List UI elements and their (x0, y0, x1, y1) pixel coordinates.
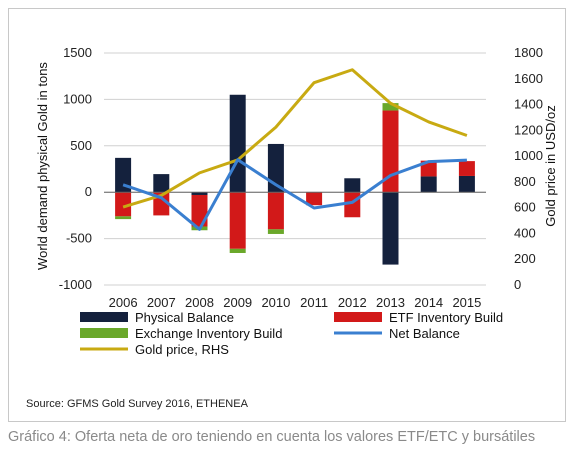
legend-label: Exchange Inventory Build (135, 326, 282, 341)
x-tick-label: 2015 (452, 295, 481, 310)
x-tick-label: 2008 (185, 295, 214, 310)
bar (191, 192, 208, 195)
y-right-tick-label: 1800 (514, 45, 543, 60)
bar (267, 229, 284, 234)
y-right-tick-label: 800 (514, 174, 536, 189)
y-right-tick-label: 0 (514, 277, 521, 292)
y-left-tick-label: 1000 (63, 91, 92, 106)
chart-frame: -1000 -500 0 500 1000 1500 0 200 400 600 800 1000 12… (8, 8, 566, 422)
y-axis-left-label: World demand physical Gold in tons (35, 62, 50, 270)
x-tick-label: 2009 (223, 295, 252, 310)
bar (458, 161, 475, 176)
legend-label: Net Balance (389, 326, 460, 341)
y-right-tick-label: 1400 (514, 97, 543, 112)
bar (191, 194, 208, 227)
y-right-tick-label: 1000 (514, 148, 543, 163)
x-tick-label: 2014 (414, 295, 443, 310)
bar (382, 110, 399, 193)
y-axis-right-label: Gold price in USD/oz (543, 105, 558, 226)
series-line (122, 68, 468, 209)
bar (267, 143, 284, 193)
legend-swatch (80, 328, 128, 338)
y-right-tick-label: 1200 (514, 122, 543, 137)
y-right-tick-label: 200 (514, 251, 536, 266)
bar (267, 192, 284, 230)
bar (229, 192, 246, 249)
legend-label: Physical Balance (135, 310, 234, 325)
y-right-tick-label: 600 (514, 200, 536, 215)
bar (153, 174, 170, 193)
x-tick-label: 2007 (147, 295, 176, 310)
source-note: Source: GFMS Gold Survey 2016, ETHENEA (26, 398, 248, 410)
bar (115, 192, 132, 217)
y-left-tick-label: 500 (70, 138, 92, 153)
bar (115, 157, 132, 193)
y-left-tick-label: 0 (85, 184, 92, 199)
y-left-tick-label: -500 (66, 231, 92, 246)
series-line (122, 158, 467, 231)
bar (344, 178, 361, 193)
bar (382, 192, 399, 265)
bar (229, 94, 246, 193)
legend-label: ETF Inventory Build (389, 310, 503, 325)
chart: -1000 -500 0 500 1000 1500 0 200 400 600 800 1000 12… (35, 45, 558, 357)
legend-label: Gold price, RHS (135, 342, 229, 357)
bar (382, 103, 399, 111)
x-tick-label: 2006 (109, 295, 138, 310)
bar (115, 216, 132, 220)
x-tick-label: 2010 (261, 295, 290, 310)
y-right-tick-label: 1600 (514, 71, 543, 86)
legend-swatch (80, 312, 128, 322)
legend: Physical Balance ETF Inventory Build Excha… (80, 310, 503, 357)
bar (420, 176, 437, 193)
x-tick-label: 2012 (338, 295, 367, 310)
bars (115, 94, 475, 265)
legend-swatch (334, 312, 382, 322)
y-left-tick-label: -1000 (59, 277, 92, 292)
figure-caption: Gráfico 4: Oferta neta de oro teniendo e… (8, 429, 536, 445)
y-left-tick-label: 1500 (63, 45, 92, 60)
x-tick-label: 2011 (300, 295, 328, 310)
bar (458, 175, 475, 193)
bar (229, 248, 246, 253)
bar (306, 192, 323, 206)
y-right-tick-label: 400 (514, 225, 536, 240)
lines (122, 68, 468, 231)
tick-labels: -1000 -500 0 500 1000 1500 0 200 400 600 800 1000 12… (59, 45, 543, 310)
x-tick-label: 2013 (376, 295, 405, 310)
